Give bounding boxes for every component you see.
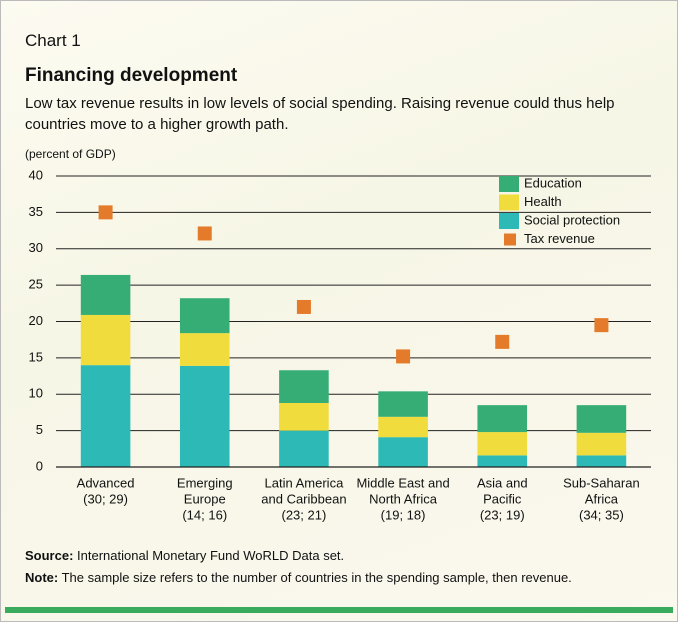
bar-segment xyxy=(279,370,329,403)
y-tick-label: 35 xyxy=(29,204,43,219)
x-tick-label: and Caribbean xyxy=(261,491,346,506)
legend-swatch xyxy=(499,176,519,192)
bar-segment xyxy=(378,391,428,417)
bar-segment xyxy=(576,405,627,433)
x-tick-label: (14; 16) xyxy=(182,507,227,522)
bar-segment xyxy=(80,314,131,366)
source-label: Source: xyxy=(25,548,74,563)
x-tick-label: Africa xyxy=(585,491,619,506)
x-tick-label: Pacific xyxy=(483,491,522,506)
source: Source: International Monetary Fund WoRL… xyxy=(25,548,344,563)
kicker: Chart 1 xyxy=(25,31,81,50)
x-tick-label: (30; 29) xyxy=(83,491,128,506)
marker xyxy=(197,226,212,241)
legend-label: Health xyxy=(524,194,562,209)
source-text: International Monetary Fund WoRLD Data s… xyxy=(77,548,345,563)
bar-segment xyxy=(477,432,528,456)
x-tick-label: Latin America xyxy=(265,475,345,490)
bar-segment xyxy=(179,333,230,366)
y-label: (percent of GDP) xyxy=(25,147,116,161)
bar-segment xyxy=(576,455,627,467)
legend-swatch xyxy=(499,213,519,229)
x-tick-label: Sub-Saharan xyxy=(563,475,640,490)
bar-segment xyxy=(477,405,528,433)
x-tick-label: Europe xyxy=(184,491,226,506)
legend-label: Tax revenue xyxy=(524,231,595,246)
x-tick-label: (23; 19) xyxy=(480,507,525,522)
bar-segment xyxy=(378,416,428,438)
bar-segment xyxy=(179,365,230,467)
x-tick-label: Advanced xyxy=(77,475,135,490)
note-label: Note: xyxy=(25,570,59,585)
legend-swatch xyxy=(499,194,519,211)
y-tick-label: 20 xyxy=(29,313,43,328)
marker xyxy=(296,299,311,314)
note: Note: The sample size refers to the numb… xyxy=(25,570,572,585)
y-tick-label: 25 xyxy=(29,277,43,292)
legend-label: Social protection xyxy=(524,212,620,227)
marker xyxy=(98,205,113,220)
marker xyxy=(495,334,510,349)
marker xyxy=(396,349,411,364)
y-tick-label: 10 xyxy=(29,386,43,401)
bar-segment xyxy=(477,455,528,467)
x-tick-label: North Africa xyxy=(369,491,438,506)
x-tick-label: (19; 18) xyxy=(381,507,426,522)
footer-bar xyxy=(5,607,673,613)
title: Financing development xyxy=(25,65,238,86)
bar-segment xyxy=(576,432,627,456)
legend-swatch xyxy=(504,233,516,246)
note-text: The sample size refers to the number of … xyxy=(61,570,572,585)
bar-segment xyxy=(279,430,329,467)
y-tick-label: 5 xyxy=(36,422,43,437)
bar-segment xyxy=(378,437,428,467)
y-tick-label: 40 xyxy=(29,167,43,182)
bar-segment xyxy=(179,298,230,334)
bar-segment xyxy=(80,274,131,315)
x-tick-label: (34; 35) xyxy=(579,507,624,522)
x-tick-label: Asia and xyxy=(477,475,528,490)
x-tick-label: (23; 21) xyxy=(282,507,327,522)
legend-label: Education xyxy=(524,175,582,190)
y-tick-label: 30 xyxy=(29,240,43,255)
bar-segment xyxy=(80,365,131,467)
x-tick-label: Middle East and xyxy=(356,475,449,490)
bar-segment xyxy=(279,402,329,431)
marker xyxy=(594,318,609,333)
y-tick-label: 0 xyxy=(36,458,43,473)
x-tick-label: Emerging xyxy=(177,475,233,490)
y-tick-label: 15 xyxy=(29,349,43,364)
subtitle: Low tax revenue results in low levels of… xyxy=(25,95,615,133)
